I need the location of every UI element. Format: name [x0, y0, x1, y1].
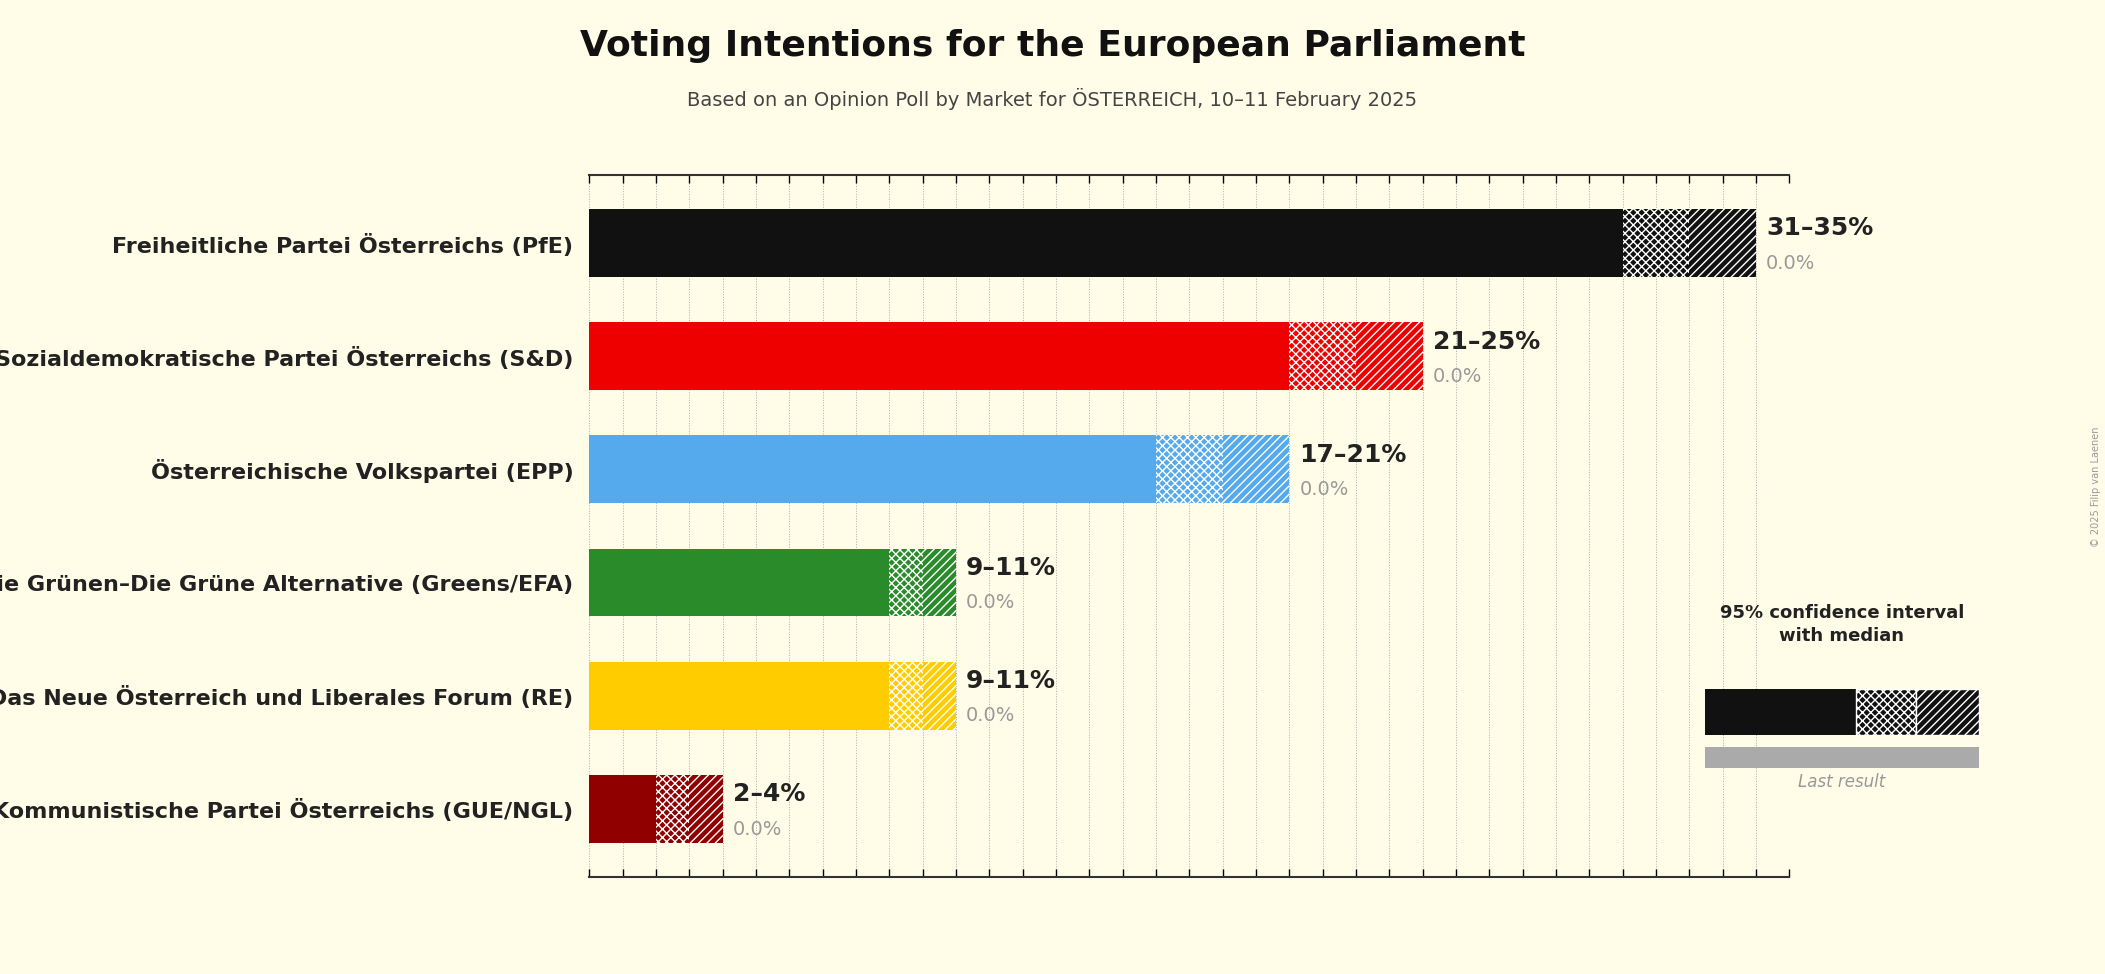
Bar: [922, 661, 956, 730]
Text: 95% confidence interval
with median: 95% confidence interval with median: [1720, 604, 1964, 646]
Text: 0.0%: 0.0%: [966, 593, 1015, 613]
Bar: [589, 661, 890, 730]
Bar: [1156, 435, 1223, 504]
Text: 31–35%: 31–35%: [1766, 216, 1873, 241]
Bar: [1688, 209, 1756, 278]
Bar: [589, 774, 657, 843]
Text: 17–21%: 17–21%: [1299, 443, 1406, 467]
Bar: [589, 548, 890, 617]
Bar: [657, 774, 690, 843]
Text: 2–4%: 2–4%: [733, 782, 804, 806]
Text: © 2025 Filip van Laenen: © 2025 Filip van Laenen: [2090, 427, 2101, 547]
Bar: [890, 548, 922, 617]
Text: 9–11%: 9–11%: [966, 669, 1057, 693]
Bar: [589, 322, 1288, 391]
Bar: [1288, 322, 1356, 391]
Text: 0.0%: 0.0%: [966, 706, 1015, 726]
Bar: [1356, 322, 1423, 391]
Text: 0.0%: 0.0%: [733, 819, 783, 839]
Bar: [1623, 209, 1688, 278]
Text: Based on an Opinion Poll by Market for ÖSTERREICH, 10–11 February 2025: Based on an Opinion Poll by Market for Ö…: [688, 88, 1417, 110]
Bar: [690, 774, 722, 843]
Text: 0.0%: 0.0%: [1766, 254, 1815, 273]
Text: 9–11%: 9–11%: [966, 556, 1057, 580]
Text: Last result: Last result: [1798, 773, 1886, 791]
Bar: [1223, 435, 1288, 504]
Bar: [890, 661, 922, 730]
Text: 0.0%: 0.0%: [1434, 367, 1482, 386]
Text: 0.0%: 0.0%: [1299, 480, 1349, 500]
Text: 21–25%: 21–25%: [1434, 329, 1541, 354]
Bar: [922, 548, 956, 617]
Bar: [589, 209, 1623, 278]
Text: Voting Intentions for the European Parliament: Voting Intentions for the European Parli…: [579, 29, 1526, 63]
Bar: [589, 435, 1156, 504]
